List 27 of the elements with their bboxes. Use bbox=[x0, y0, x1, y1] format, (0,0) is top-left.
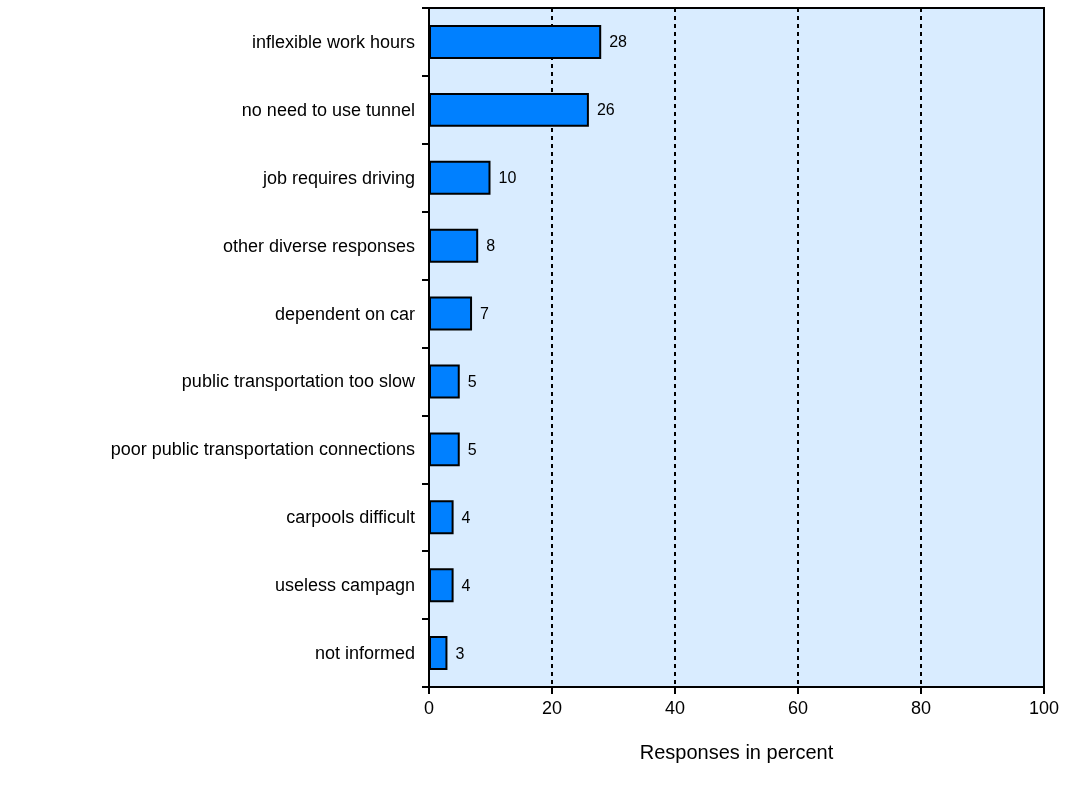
x-tick-label: 100 bbox=[1028, 698, 1060, 718]
data-label: 7 bbox=[480, 305, 490, 323]
y-tick-label: useless campagn bbox=[274, 575, 415, 596]
x-tick-label: 20 bbox=[541, 698, 563, 718]
x-tick-label: 40 bbox=[664, 698, 686, 718]
data-label: 5 bbox=[467, 440, 477, 458]
y-tick-label: no need to use tunnel bbox=[241, 99, 415, 120]
y-tick-label: other diverse responses bbox=[222, 235, 415, 256]
data-label: 26 bbox=[596, 101, 615, 119]
x-axis-title: Responses in percent bbox=[639, 741, 834, 763]
data-label: 4 bbox=[461, 508, 471, 526]
y-tick-label: not informed bbox=[314, 643, 415, 664]
data-label: 3 bbox=[455, 644, 465, 662]
x-tick-label: 80 bbox=[910, 698, 932, 718]
y-tick-label: dependent on car bbox=[274, 303, 415, 324]
x-tick-label: 60 bbox=[787, 698, 809, 718]
data-label: 28 bbox=[609, 33, 628, 51]
y-tick-label: inflexible work hours bbox=[251, 31, 415, 52]
y-tick-label: public transportation too slow bbox=[181, 371, 416, 392]
data-label: 4 bbox=[461, 576, 471, 594]
y-tick-label: carpools difficult bbox=[286, 507, 415, 528]
data-label: 5 bbox=[467, 372, 477, 390]
data-label: 10 bbox=[498, 169, 517, 187]
data-label: 8 bbox=[486, 237, 496, 255]
y-tick-label: poor public transportation connections bbox=[110, 439, 415, 460]
x-tick-label: 0 bbox=[423, 698, 435, 718]
y-tick-label: job requires driving bbox=[261, 167, 415, 188]
